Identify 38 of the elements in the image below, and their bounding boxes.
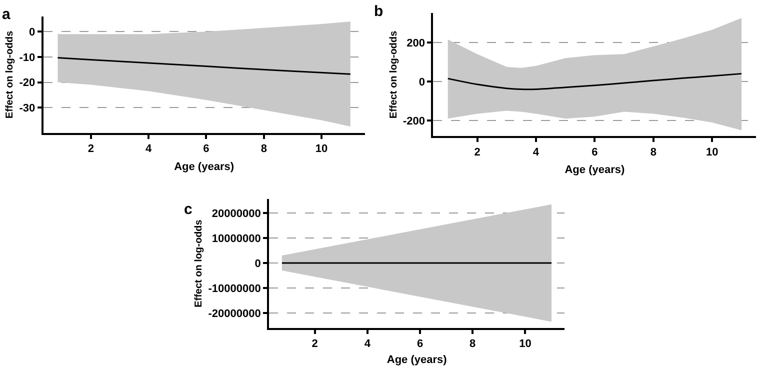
x-axis-title: Age (years): [174, 160, 234, 173]
x-axis-title: Age (years): [564, 164, 625, 176]
chart-title: c: [184, 201, 192, 218]
line-series: [447, 72, 742, 90]
x-tick-label: 4: [145, 143, 152, 156]
y-tick-label: -10: [19, 52, 36, 64]
y-axis-title: Effect on log-odds: [388, 30, 400, 119]
x-tick-label: 2: [312, 338, 318, 350]
x-tick-label: 2: [88, 143, 94, 156]
y-tick-label: -10000000: [208, 282, 261, 295]
y-axis-title: Effect on log-odds: [194, 219, 205, 308]
y-tick-label: 0: [418, 76, 425, 88]
y-tick-label: -20: [19, 77, 36, 90]
chart-title: a: [2, 6, 11, 23]
x-tick-label: 8: [470, 338, 476, 350]
x-tick-label: 6: [592, 146, 598, 158]
y-tick-label: 200: [406, 37, 425, 50]
y-tick-label: 0: [28, 26, 36, 38]
line-series: [56, 56, 352, 75]
x-tick-label: 6: [416, 338, 424, 350]
x-tick-label: 4: [364, 338, 372, 350]
x-tick-label: 8: [650, 146, 656, 158]
x-tick-label: 10: [519, 338, 532, 350]
y-tick-label: -200: [402, 115, 425, 128]
y-tick-label: -30: [19, 102, 36, 114]
x-tick-label: 4: [532, 146, 540, 158]
x-tick-label: 10: [315, 143, 328, 156]
y-tick-label: 20000000: [212, 208, 261, 220]
y-tick-label: 10000000: [212, 232, 261, 245]
x-tick-label: 8: [260, 143, 267, 156]
x-tick-label: 2: [474, 146, 480, 158]
y-axis-title: Effect on log-odds: [4, 30, 16, 119]
x-tick-label: 10: [706, 146, 718, 158]
chart-title: b: [374, 3, 384, 20]
y-tick-label: 0: [254, 258, 261, 270]
x-tick-label: 6: [203, 143, 210, 156]
x-axis-title: Age (years): [386, 354, 448, 366]
y-tick-label: -20000000: [208, 308, 261, 320]
